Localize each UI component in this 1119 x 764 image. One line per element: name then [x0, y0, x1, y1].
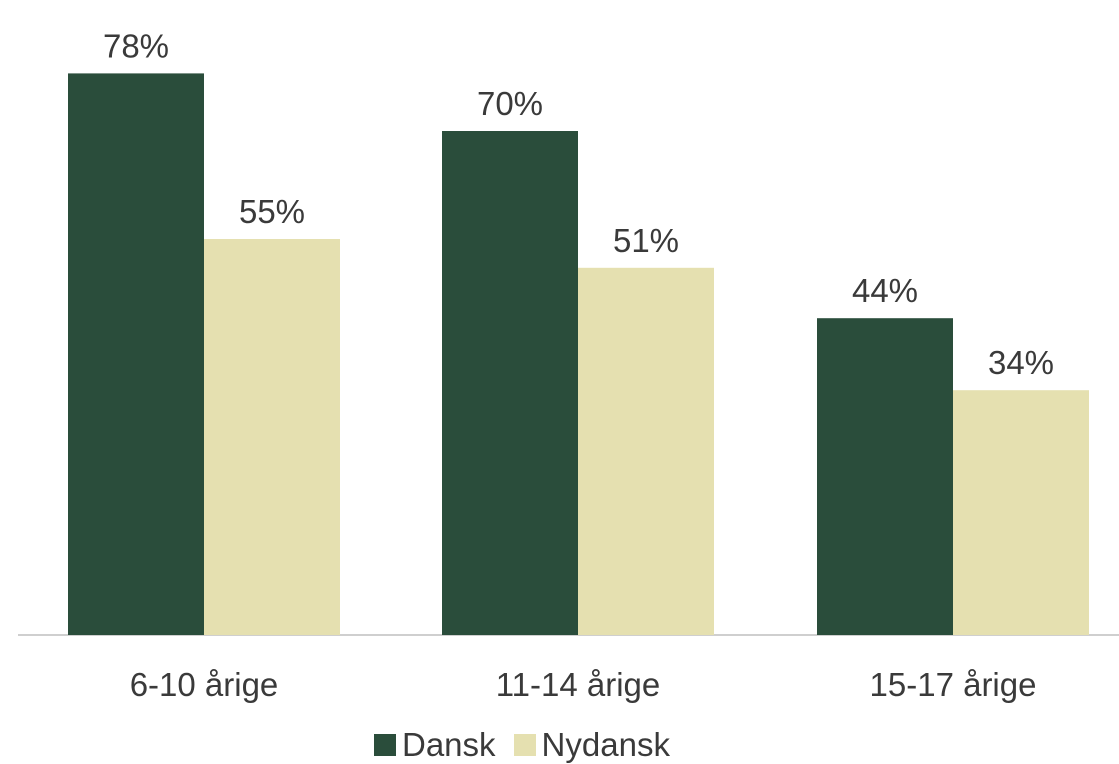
data-label-dansk-11-14-rige: 70%	[477, 85, 543, 122]
legend-item-nydansk: Nydansk	[513, 726, 670, 764]
bar-dansk-15-17-rige	[817, 318, 953, 635]
bar-dansk-11-14-rige	[442, 131, 578, 635]
bar-nydansk-15-17-rige	[953, 390, 1089, 635]
bar-nydansk-6-10-rige	[204, 239, 340, 635]
legend-swatch-nydansk	[513, 734, 536, 756]
bar-dansk-6-10-rige	[68, 73, 204, 635]
value-labels-group: 78% 55% 70% 51% 44% 34%	[103, 27, 1054, 381]
data-label-nydansk-15-17-rige: 34%	[988, 344, 1054, 381]
legend-swatch-dansk	[374, 734, 396, 756]
category-labels-group: 6-10 årige 11-14 årige 15-17 årige	[130, 666, 1037, 703]
category-label-15-17-rige: 15-17 årige	[870, 666, 1037, 703]
category-label-6-10-rige: 6-10 årige	[130, 666, 279, 703]
data-label-nydansk-11-14-rige: 51%	[613, 222, 679, 259]
data-label-nydansk-6-10-rige: 55%	[239, 193, 305, 230]
bars-group	[68, 73, 1089, 635]
data-label-dansk-15-17-rige: 44%	[852, 272, 918, 309]
data-label-dansk-6-10-rige: 78%	[103, 27, 169, 64]
bar-nydansk-11-14-rige	[578, 267, 714, 635]
legend-label-dansk: Dansk	[402, 726, 496, 763]
legend-label-nydansk: Nydansk	[541, 726, 670, 763]
legend-item-dansk: Dansk	[374, 726, 496, 764]
category-label-11-14-rige: 11-14 årige	[496, 666, 661, 703]
legend: Dansk Nydansk	[374, 726, 688, 764]
